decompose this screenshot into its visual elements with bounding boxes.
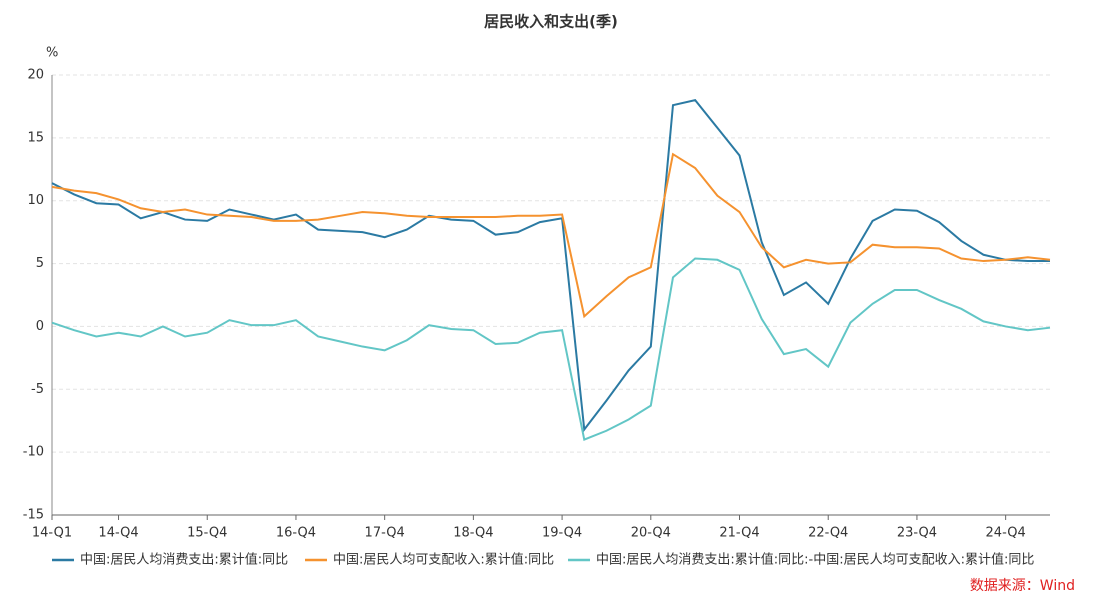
x-tick-label: 23-Q4 xyxy=(897,526,937,541)
y-tick-label: -15 xyxy=(23,508,44,523)
legend-label: 中国:居民人均消费支出:累计值:同比:-中国:居民人均可支配收入:累计值:同比 xyxy=(596,552,1034,568)
y-tick-label: 20 xyxy=(27,68,44,83)
x-tick-label: 14-Q1 xyxy=(32,526,72,541)
y-tick-label: 15 xyxy=(27,130,44,145)
y-tick-label: -5 xyxy=(31,382,44,397)
x-tick-label: 18-Q4 xyxy=(453,526,493,541)
x-tick-label: 14-Q4 xyxy=(98,526,138,541)
legend-label: 中国:居民人均消费支出:累计值:同比 xyxy=(80,552,288,568)
series-line xyxy=(51,99,1050,433)
x-tick-label: 15-Q4 xyxy=(187,526,227,541)
x-tick-label: 20-Q4 xyxy=(631,526,671,541)
x-tick-label: 24-Q4 xyxy=(986,526,1026,541)
x-tick-label: 22-Q4 xyxy=(808,526,848,541)
x-tick-label: 21-Q4 xyxy=(719,526,759,541)
series-line xyxy=(51,152,1051,319)
y-tick-label: 10 xyxy=(27,193,44,208)
chart-title: 居民收入和支出(季) xyxy=(484,13,618,31)
y-tick-label: 5 xyxy=(36,256,44,271)
x-tick-label: 16-Q4 xyxy=(276,526,316,541)
legend-label: 中国:居民人均可支配收入:累计值:同比 xyxy=(333,552,554,568)
source: 数据来源：Wind xyxy=(970,578,1075,594)
y-unit: % xyxy=(46,46,58,61)
y-tick-label: 0 xyxy=(36,319,44,334)
y-tick-label: -10 xyxy=(23,445,44,460)
x-tick-label: 19-Q4 xyxy=(542,526,582,541)
series-line xyxy=(51,257,1051,441)
x-tick-label: 17-Q4 xyxy=(365,526,405,541)
